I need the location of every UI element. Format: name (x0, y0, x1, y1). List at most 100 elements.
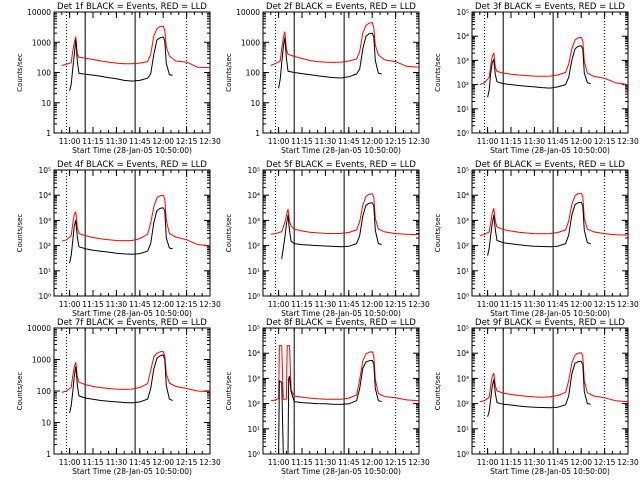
series-lld-line (270, 345, 419, 402)
y-tick-label: 10² (456, 400, 469, 409)
x-tick-label: 11:15 (291, 458, 313, 467)
y-tick-label: 10⁴ (456, 191, 469, 200)
x-tick-label: 12:15 (385, 300, 407, 309)
y-tick-label: 10⁵ (456, 8, 469, 17)
x-tick-label: 12:00 (570, 458, 592, 467)
y-tick-label: 10⁴ (247, 349, 260, 358)
panel-title: Det 4f BLACK = Events, RED = LLD (57, 160, 207, 170)
y-tick-label: 1000 (32, 38, 51, 47)
y-tick-label: 10⁴ (456, 32, 469, 41)
series-events-line (278, 32, 382, 89)
y-axis-label: Counts/sec (434, 53, 442, 92)
series-events-line (69, 36, 173, 91)
x-tick-label: 11:00 (268, 458, 290, 467)
x-axis-label: Start Time (28-Jan-05 10:50:00) (281, 309, 401, 318)
x-tick-label: 11:45 (338, 300, 360, 309)
y-tick-label: 10 (250, 99, 260, 108)
panel-title: Det 5f BLACK = Events, RED = LLD (266, 160, 416, 170)
series-events-line (487, 45, 591, 98)
panel-title: Det 8f BLACK = Events, RED = LLD (266, 318, 416, 328)
y-axis-label: Counts/sec (225, 372, 233, 411)
y-tick-label: 10⁰ (456, 129, 469, 138)
x-tick-label: 12:30 (199, 300, 221, 309)
x-axis-label: Start Time (28-Jan-05 10:50:00) (490, 146, 610, 155)
y-tick-label: 10⁰ (456, 450, 469, 459)
x-tick-label: 12:30 (617, 300, 639, 309)
x-tick-label: 11:45 (547, 137, 569, 146)
series-events-line (487, 360, 591, 417)
y-tick-label: 10⁵ (456, 324, 469, 333)
x-tick-label: 12:00 (361, 458, 383, 467)
y-tick-label: 10¹ (247, 267, 260, 276)
y-tick-label: 1000 (241, 38, 260, 47)
x-tick-label: 12:30 (408, 137, 430, 146)
x-tick-label: 12:00 (361, 137, 383, 146)
series-lld-line (270, 22, 419, 68)
x-tick-label: 11:45 (129, 300, 151, 309)
x-tick-label: 11:30 (315, 458, 337, 467)
x-tick-label: 12:30 (617, 458, 639, 467)
x-tick-label: 12:30 (617, 137, 639, 146)
series-events-line (69, 354, 173, 414)
y-tick-label: 10³ (456, 374, 469, 383)
x-tick-label: 12:00 (361, 300, 383, 309)
x-tick-label: 11:45 (129, 137, 151, 146)
x-tick-label: 11:00 (59, 458, 81, 467)
y-axis-label: Counts/sec (225, 53, 233, 92)
x-tick-label: 11:15 (500, 137, 522, 146)
x-tick-label: 11:30 (524, 300, 546, 309)
x-tick-label: 11:45 (547, 458, 569, 467)
panel-title: Det 1f BLACK = Events, RED = LLD (57, 2, 207, 12)
panel-title: Det 6f BLACK = Events, RED = LLD (475, 160, 625, 170)
y-tick-label: 10⁰ (456, 292, 469, 301)
x-tick-label: 11:00 (59, 137, 81, 146)
x-axis-label: Start Time (28-Jan-05 10:50:00) (490, 467, 610, 476)
series-lld-line (479, 352, 628, 403)
x-tick-label: 12:15 (385, 137, 407, 146)
y-axis-label: Counts/sec (16, 214, 24, 253)
x-tick-label: 11:00 (268, 300, 290, 309)
panel-1: Det 1f BLACK = Events, RED = LLD 1 10 100 10… (16, 2, 221, 155)
panel-title: Det 3f BLACK = Events, RED = LLD (475, 2, 625, 12)
y-tick-label: 10000 (236, 8, 260, 17)
y-tick-label: 10⁰ (38, 292, 51, 301)
x-tick-label: 11:00 (59, 300, 81, 309)
x-tick-label: 11:30 (524, 458, 546, 467)
x-tick-label: 11:00 (477, 300, 499, 309)
series-events-line (278, 359, 382, 454)
y-tick-label: 10³ (247, 216, 260, 225)
x-tick-label: 11:00 (477, 458, 499, 467)
x-tick-label: 11:45 (338, 458, 360, 467)
series-lld-line (61, 25, 210, 69)
x-tick-label: 11:30 (315, 137, 337, 146)
series-events-line (281, 202, 382, 259)
x-tick-label: 11:30 (524, 137, 546, 146)
x-tick-label: 12:30 (408, 300, 430, 309)
y-tick-label: 10¹ (38, 267, 51, 276)
series-events-line (69, 207, 173, 264)
x-tick-label: 12:00 (152, 300, 174, 309)
y-tick-label: 10⁰ (247, 450, 260, 459)
x-tick-label: 12:15 (594, 137, 616, 146)
y-tick-label: 1 (46, 450, 51, 459)
x-tick-label: 12:30 (408, 458, 430, 467)
x-axis-label: Start Time (28-Jan-05 10:50:00) (72, 146, 192, 155)
y-axis-label: Counts/sec (225, 214, 233, 253)
panel-title: Det 9f BLACK = Events, RED = LLD (475, 318, 625, 328)
y-tick-label: 10² (456, 81, 469, 90)
x-tick-label: 11:15 (82, 137, 104, 146)
series-lld-line (61, 194, 210, 247)
x-axis-label: Start Time (28-Jan-05 10:50:00) (281, 146, 401, 155)
y-axis-label: Counts/sec (16, 372, 24, 411)
y-tick-label: 10⁴ (38, 191, 51, 200)
y-tick-label: 10¹ (247, 425, 260, 434)
y-tick-label: 100 (37, 387, 52, 396)
x-axis-label: Start Time (28-Jan-05 10:50:00) (281, 467, 401, 476)
y-tick-label: 10⁵ (247, 166, 260, 175)
x-tick-label: 12:00 (152, 137, 174, 146)
x-tick-label: 11:15 (500, 458, 522, 467)
x-axis-label: Start Time (28-Jan-05 10:50:00) (72, 309, 192, 318)
y-tick-label: 1000 (32, 356, 51, 365)
x-tick-label: 12:30 (199, 137, 221, 146)
